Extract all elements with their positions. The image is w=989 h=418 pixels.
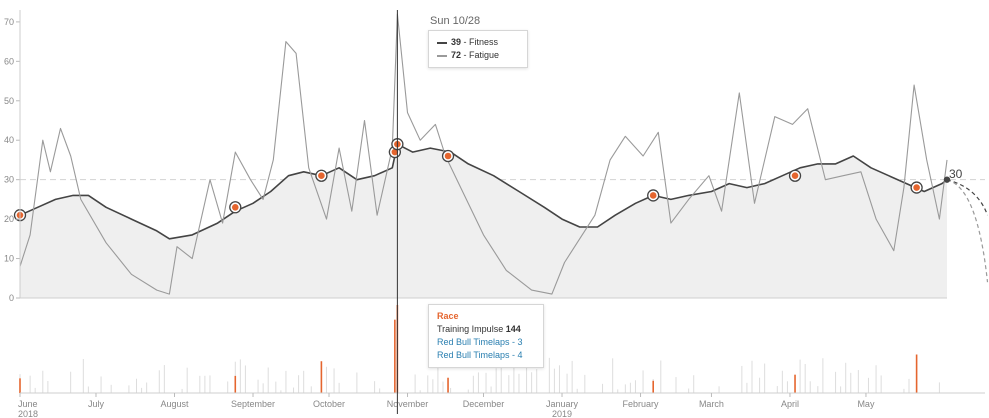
activity-link-1[interactable]: Red Bull Timelaps - 3 [437,337,523,347]
y-tick-label: 20 [4,214,14,224]
x-tick-label: April [781,399,799,409]
impulse-value: 144 [505,324,521,334]
race-marker-dot [649,192,657,199]
y-tick-label: 0 [9,293,14,303]
race-title: Race [437,311,459,321]
x-tick-label: November [387,399,429,409]
fitness-value: 39 [451,37,462,47]
line-layer [19,13,989,295]
x-tick-label: May [857,399,875,409]
x-tick-label: February [623,399,660,409]
fatigue-line [19,13,948,295]
fitness-area [20,144,947,298]
fatigue-swatch [437,54,447,57]
x-tick-label: January [546,399,579,409]
impulse-layer [19,305,940,393]
race-marker-dot [391,148,399,156]
y-tick-label: 70 [4,17,14,27]
x-tick-sublabel: 2019 [552,409,572,418]
fitness-swatch [437,41,447,44]
area-layer [20,144,947,298]
y-tick-label: 10 [4,254,14,264]
fitness-line [19,143,948,240]
race-tooltip: Race Training Impulse 144 Red Bull Timel… [428,304,544,368]
x-tick-label: December [463,399,505,409]
end-value-label: 30 [949,167,963,181]
y-tick-label: 40 [4,135,14,145]
race-marker-dot [913,184,920,191]
fatigue-projection [946,179,989,283]
x-tick-label: October [313,399,345,409]
activity-link-2[interactable]: Red Bull Timelaps - 4 [437,350,523,360]
x-tick-label: March [699,399,724,409]
fitness-row: 39 - Fitness [437,36,519,49]
x-tick-label: August [160,399,189,409]
race-marker-dot [231,203,239,211]
y-tick-label: 50 [4,96,14,106]
fitness-label: - Fitness [463,37,499,47]
x-tick-sublabel: 2018 [18,409,38,418]
series-tooltip: 39 - Fitness 72 - Fatigue [428,30,528,68]
x-tick-label: July [88,399,105,409]
race-marker-dot [318,172,325,180]
race-marker-dot [791,172,799,180]
y-tick-label: 30 [4,175,14,185]
hover-date-label: Sun 10/28 [430,15,480,27]
fatigue-value: 72 [451,50,462,60]
fatigue-label: - Fatigue [463,50,500,60]
impulse-row: Training Impulse 144 [437,323,535,336]
fitness-endpoint [943,176,951,183]
fatigue-row: 72 - Fatigue [437,49,519,62]
x-tick-label: September [231,399,275,409]
x-tick-label: June [18,399,38,409]
race-marker-dot [444,152,452,160]
fitness-projection [946,179,989,216]
impulse-label: Training Impulse [437,324,504,334]
y-tick-label: 60 [4,56,14,66]
